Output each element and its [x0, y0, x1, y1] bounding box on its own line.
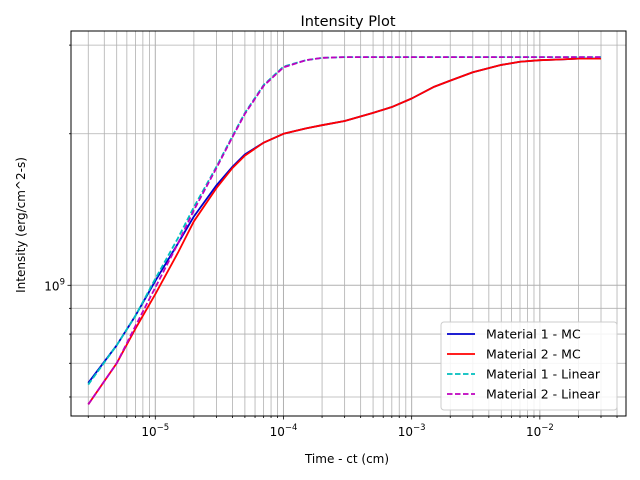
- legend-entries: Material 1 - MC Material 2 - MC Material 1…: [447, 327, 601, 402]
- chart-title: Intensity Plot: [300, 14, 395, 30]
- x-tick-label: 10−3: [398, 423, 426, 439]
- legend-box: [440, 321, 618, 411]
- legend-label-3: Material 1 - Linear: [486, 367, 601, 382]
- series-group: [87, 56, 602, 405]
- legend-label-1: Material 1 - MC: [486, 327, 581, 342]
- series-line-4: [87, 56, 602, 405]
- y-tick-label: 109: [44, 277, 65, 293]
- legend-label-4: Material 2 - Linear: [486, 387, 601, 402]
- plot-frame: [70, 30, 627, 417]
- series-line-2: [87, 57, 602, 405]
- x-tick-label: 10−4: [270, 423, 298, 439]
- ticks: [67, 44, 618, 420]
- legend-label-2: Material 2 - MC: [486, 347, 581, 362]
- x-tick-label: 10−2: [526, 423, 554, 439]
- x-tick-label: 10−5: [141, 423, 169, 439]
- tick-labels: 10−5 10−4 10−3 10−2 109: [44, 277, 553, 439]
- x-axis-title: Time - ct (cm): [304, 452, 389, 466]
- legend: Material 1 - MC Material 2 - MC Material 1…: [440, 321, 618, 411]
- y-axis-title: Intensity (erg/cm^2-s): [14, 157, 28, 293]
